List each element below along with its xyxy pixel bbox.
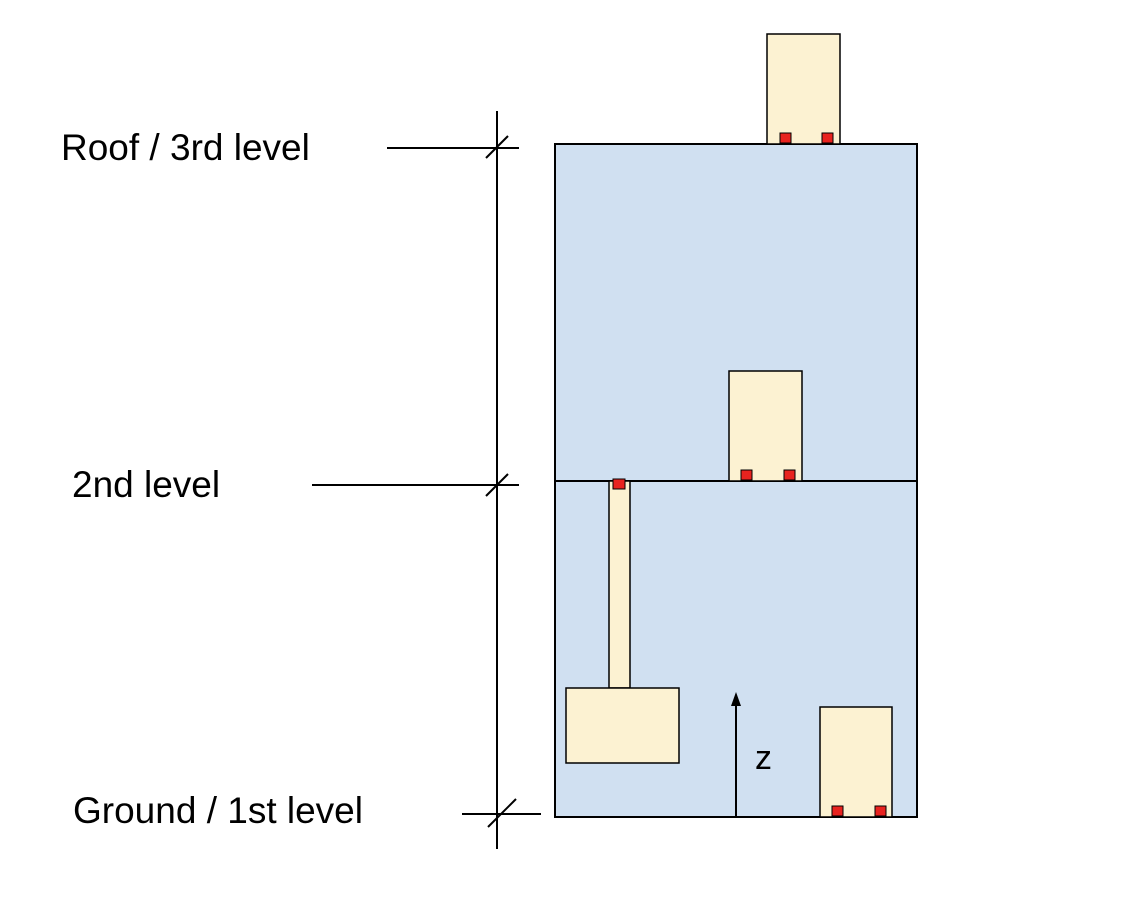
z-axis-label: z [755, 739, 772, 777]
sensor-marker [821, 132, 834, 144]
sensor-marker [779, 132, 792, 144]
ground-level-tick [487, 798, 517, 828]
suspension-rod [608, 480, 631, 689]
roof-level-label: Roof / 3rd level [61, 127, 310, 168]
rooftop-unit [766, 33, 841, 145]
roof-level-tick [485, 135, 509, 159]
sensor-marker [831, 805, 844, 817]
sensor-marker [874, 805, 887, 817]
ground-level-unit [819, 706, 893, 818]
sensor-marker [612, 478, 626, 490]
ground-level-label: Ground / 1st level [73, 790, 363, 831]
second-level-unit [728, 370, 803, 482]
second-level-label: 2nd level [72, 464, 220, 505]
second-level-tick [485, 473, 509, 497]
sensor-marker [783, 469, 796, 481]
sensor-marker [740, 469, 753, 481]
z-axis-arrowhead [731, 692, 741, 706]
suspended-box [565, 687, 680, 764]
